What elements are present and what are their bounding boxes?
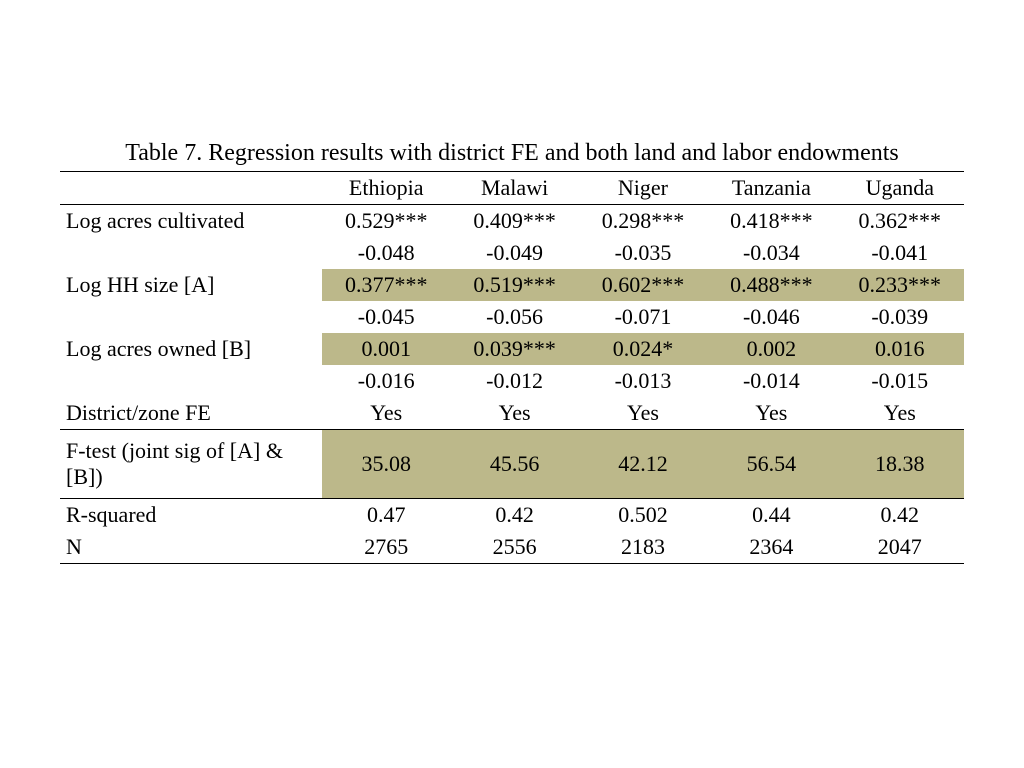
header-empty [60, 172, 322, 205]
cell: 0.001 [322, 333, 450, 365]
label-rsq: R-squared [60, 499, 322, 532]
table-title: Table 7. Regression results with distric… [60, 140, 964, 167]
row-acres-owned-coef: Log acres owned [B] 0.001 0.039*** 0.024… [60, 333, 964, 365]
col-uganda: Uganda [836, 172, 964, 205]
col-tanzania: Tanzania [707, 172, 835, 205]
regression-table: Ethiopia Malawi Niger Tanzania Uganda Lo… [60, 171, 964, 564]
cell: -0.046 [707, 301, 835, 333]
label-empty [60, 237, 322, 269]
cell: -0.015 [836, 365, 964, 397]
row-district-fe: District/zone FE Yes Yes Yes Yes Yes [60, 397, 964, 430]
cell: 0.488*** [707, 269, 835, 301]
cell: -0.041 [836, 237, 964, 269]
cell: 0.377*** [322, 269, 450, 301]
cell: -0.039 [836, 301, 964, 333]
col-niger: Niger [579, 172, 707, 205]
label-n: N [60, 531, 322, 564]
label-ftest: F-test (joint sig of [A] & [B]) [60, 430, 322, 499]
label-hh-size: Log HH size [A] [60, 269, 322, 301]
cell: -0.056 [450, 301, 578, 333]
cell: 0.519*** [450, 269, 578, 301]
label-district-fe: District/zone FE [60, 397, 322, 430]
cell: 2183 [579, 531, 707, 564]
cell: 56.54 [707, 430, 835, 499]
col-malawi: Malawi [450, 172, 578, 205]
cell: -0.071 [579, 301, 707, 333]
row-hh-size-coef: Log HH size [A] 0.377*** 0.519*** 0.602*… [60, 269, 964, 301]
cell: 0.016 [836, 333, 964, 365]
cell: 45.56 [450, 430, 578, 499]
cell: 0.024* [579, 333, 707, 365]
cell: -0.045 [322, 301, 450, 333]
cell: Yes [707, 397, 835, 430]
cell: 0.529*** [322, 205, 450, 238]
cell: 2556 [450, 531, 578, 564]
cell: 35.08 [322, 430, 450, 499]
cell: 0.039*** [450, 333, 578, 365]
label-acres-owned: Log acres owned [B] [60, 333, 322, 365]
cell: 0.47 [322, 499, 450, 532]
cell: 2047 [836, 531, 964, 564]
cell: -0.016 [322, 365, 450, 397]
cell: Yes [579, 397, 707, 430]
cell: -0.012 [450, 365, 578, 397]
row-acres-owned-se: -0.016 -0.012 -0.013 -0.014 -0.015 [60, 365, 964, 397]
cell: Yes [836, 397, 964, 430]
cell: 0.002 [707, 333, 835, 365]
col-ethiopia: Ethiopia [322, 172, 450, 205]
cell: -0.013 [579, 365, 707, 397]
cell: 0.233*** [836, 269, 964, 301]
cell: 0.42 [450, 499, 578, 532]
cell: -0.034 [707, 237, 835, 269]
cell: 42.12 [579, 430, 707, 499]
cell: 0.602*** [579, 269, 707, 301]
label-acres-cult: Log acres cultivated [60, 205, 322, 238]
row-ftest: F-test (joint sig of [A] & [B]) 35.08 45… [60, 430, 964, 499]
cell: -0.035 [579, 237, 707, 269]
cell: 0.44 [707, 499, 835, 532]
cell: 2364 [707, 531, 835, 564]
cell: -0.049 [450, 237, 578, 269]
cell: -0.048 [322, 237, 450, 269]
cell: 0.409*** [450, 205, 578, 238]
cell: 0.418*** [707, 205, 835, 238]
cell: 18.38 [836, 430, 964, 499]
cell: 0.298*** [579, 205, 707, 238]
row-n: N 2765 2556 2183 2364 2047 [60, 531, 964, 564]
header-row: Ethiopia Malawi Niger Tanzania Uganda [60, 172, 964, 205]
row-acres-cult-se: -0.048 -0.049 -0.035 -0.034 -0.041 [60, 237, 964, 269]
label-empty [60, 365, 322, 397]
cell: 2765 [322, 531, 450, 564]
cell: Yes [450, 397, 578, 430]
cell: 0.502 [579, 499, 707, 532]
cell: 0.362*** [836, 205, 964, 238]
row-rsq: R-squared 0.47 0.42 0.502 0.44 0.42 [60, 499, 964, 532]
row-acres-cult-coef: Log acres cultivated 0.529*** 0.409*** 0… [60, 205, 964, 238]
cell: -0.014 [707, 365, 835, 397]
cell: Yes [322, 397, 450, 430]
row-hh-size-se: -0.045 -0.056 -0.071 -0.046 -0.039 [60, 301, 964, 333]
label-empty [60, 301, 322, 333]
cell: 0.42 [836, 499, 964, 532]
